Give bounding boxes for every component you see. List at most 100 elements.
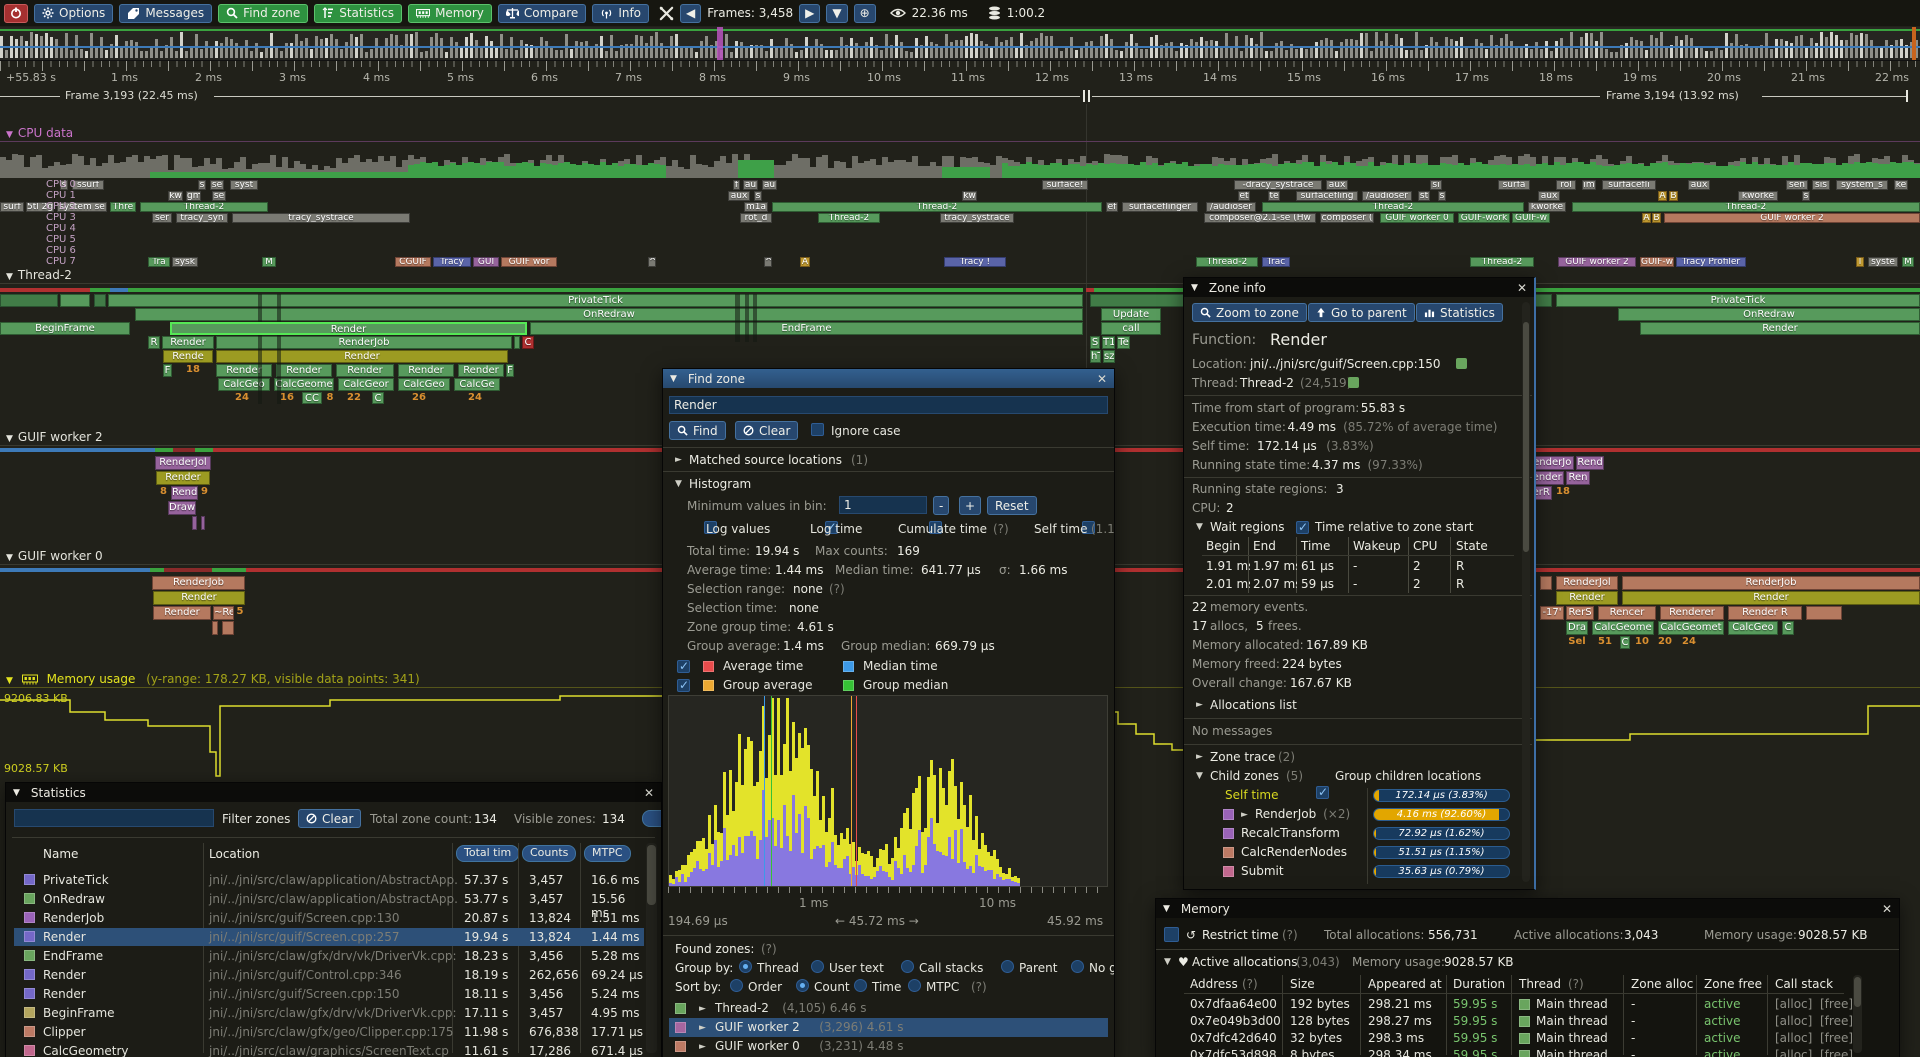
collapse-icon[interactable] [6, 676, 13, 686]
statistics-button[interactable]: Statistics [314, 3, 403, 23]
cumulate-time-checkbox[interactable] [929, 521, 943, 534]
cpu-zone-trac[interactable]: Trac [1262, 257, 1290, 267]
cpu-zone-m[interactable]: M [1902, 257, 1914, 267]
cpu-zone-kw[interactable]: kw [168, 191, 183, 201]
timeline-zone-calcgeo[interactable]: CalcGeo [1728, 621, 1778, 635]
timeline-zone[interactable] [192, 516, 197, 530]
help-icon[interactable]: (?) [971, 980, 987, 994]
col-counts[interactable]: Counts [522, 845, 577, 862]
collapse-icon[interactable] [6, 272, 13, 282]
timeline-zone-renderjob[interactable]: RenderJob [216, 336, 512, 349]
cpu-zone-tracy-systrace[interactable]: tracy_systrace [940, 213, 1014, 223]
cpu-zone-rot-d[interactable]: rot_d [740, 213, 772, 223]
cpu-zone-guif-worker-2[interactable]: GUIF worker 2 [1558, 257, 1636, 267]
timeline-zone-dra[interactable]: Dra [1566, 621, 1588, 635]
timeline-zone-calcge[interactable]: CalcGe [454, 378, 500, 391]
cpu-zone-composer-2-1-se-hw[interactable]: composer@2.1-se (Hw [1204, 213, 1316, 223]
cpu-zone-se[interactable]: se [212, 191, 226, 201]
timeline-zone-rend[interactable]: Rend [1576, 456, 1604, 470]
alloc-callstack-button[interactable]: [alloc] [1775, 1048, 1813, 1057]
zone-name[interactable]: Render [43, 930, 86, 944]
timeline-zone-onredraw[interactable]: OnRedraw [135, 308, 1083, 321]
cpu-zone-tra[interactable]: Tra [148, 257, 170, 267]
mem-col-size[interactable]: Size [1290, 977, 1315, 991]
zone-name[interactable]: Render [43, 968, 86, 982]
timeline-zone-18[interactable]: 18 [186, 364, 200, 375]
cpu-zone-thre[interactable]: Thre [110, 202, 136, 212]
bin-minus-button[interactable]: - [933, 496, 950, 515]
cpu-zone-ser[interactable]: ser [152, 213, 172, 223]
timeline-zone-f[interactable]: F [163, 364, 172, 377]
close-icon[interactable] [1097, 372, 1107, 386]
cpu-zone-ke[interactable]: ke [1894, 180, 1908, 190]
timeline-zone-t1[interactable]: T1 [1102, 336, 1115, 349]
cpu-zone-st[interactable]: st [1418, 191, 1430, 201]
free-callstack-button[interactable]: [free] [1820, 1014, 1854, 1028]
tools-icon[interactable] [659, 6, 674, 21]
cpu-zone-m1a[interactable]: m1a [744, 202, 768, 212]
frame-minimap[interactable] [0, 27, 1920, 61]
timeline-zone-calcgeome[interactable]: CalcGeome [274, 378, 334, 391]
timeline-zone-8[interactable]: 8 [160, 486, 167, 497]
zoom-to-zone-button[interactable]: Zoom to zone [1192, 303, 1307, 322]
radio-no-groupi[interactable] [1071, 960, 1084, 973]
cpu-zone-ef[interactable]: ef [1106, 202, 1118, 212]
cpu-zone-kworke[interactable]: kworke [1528, 202, 1566, 212]
collapse-icon[interactable] [6, 434, 13, 444]
cpu-zone-rol[interactable]: rol [1556, 180, 1576, 190]
zone-trace-label[interactable]: Zone trace [1210, 750, 1276, 764]
mem-col-address[interactable]: Address [1190, 977, 1238, 991]
cpu-zone-guif-w[interactable]: GUIF-w [1512, 213, 1550, 223]
timeline-zone[interactable] [222, 621, 234, 635]
collapse-icon[interactable] [675, 479, 682, 489]
cpu-zone-thread-2[interactable]: Thread-2 [1262, 202, 1524, 212]
cpu-zone-a[interactable]: A [1658, 191, 1667, 201]
timeline-zone-render[interactable]: Render [458, 364, 504, 377]
cpu-zone-surfacefling[interactable]: surfacefling [1296, 191, 1358, 201]
timeline-zone-18[interactable]: 18 [1556, 486, 1570, 497]
free-callstack-button[interactable]: [free] [1820, 1048, 1854, 1057]
timeline-zone-call[interactable]: call [1101, 322, 1161, 335]
cpu-usage-graph[interactable] [0, 146, 1920, 178]
zone-name[interactable]: Clipper [43, 1025, 86, 1039]
col-total-time[interactable]: Total tim [456, 845, 520, 862]
cpu-zone-kworke[interactable]: kworke [1738, 191, 1778, 201]
radio-user-text[interactable] [811, 960, 824, 973]
cpu-zone-tracy[interactable]: Tracy [433, 257, 471, 267]
cpu-zone-a[interactable]: A [800, 257, 810, 267]
cpu-zone-f[interactable]: f [733, 180, 740, 190]
timeline-zone-te[interactable]: Te [1117, 336, 1130, 349]
zone-name[interactable]: BeginFrame [43, 1006, 115, 1020]
go-to-parent-button[interactable]: Go to parent [1308, 303, 1415, 322]
memory-usage-header[interactable]: Memory usage (y-range: 178.27 KB, visibl… [6, 672, 420, 686]
timeline-zone-beginframe[interactable]: BeginFrame [0, 322, 130, 335]
frames-row[interactable]: Frame 3,193 (22.45 ms) Frame 3,194 (13.9… [0, 89, 1920, 104]
timeline-zone[interactable] [128, 288, 1083, 292]
axis-span[interactable]: ← 45.72 ms → [835, 914, 919, 928]
alloc-address[interactable]: 0x7dfaa64e00 [1190, 997, 1277, 1011]
timeline-zone[interactable] [164, 568, 212, 572]
cpu-zone-sis[interactable]: sis [1812, 180, 1830, 190]
timeline-zone-rend[interactable]: Rend [171, 486, 198, 500]
allocations-list[interactable]: Allocations list [1210, 698, 1297, 712]
cpu-zone-5tl-2g[interactable]: 5tl 2g [26, 202, 54, 212]
allocation-row[interactable]: 0x7dfc42d640 32 bytes 298.3 ms 59.95 s Main … [1156, 1031, 1856, 1048]
timeline-zone[interactable] [195, 448, 213, 452]
mem-col-thread[interactable]: Thread [1519, 977, 1561, 991]
memory-titlebar[interactable]: Memory [1156, 899, 1899, 918]
timeline-zone-rende[interactable]: Rende [163, 350, 213, 363]
timeline-zone-rers[interactable]: RerS [1566, 606, 1594, 620]
bin-plus-button[interactable]: + [959, 496, 982, 515]
timeline-zone-r[interactable]: R [148, 336, 160, 349]
timeline-zone-calcgeomet[interactable]: CalcGeomet [1658, 621, 1724, 635]
restrict-time-checkbox[interactable] [1164, 927, 1179, 942]
messages-button[interactable]: Messages [119, 3, 213, 23]
expand-icon[interactable] [1196, 700, 1203, 710]
legend-checkbox[interactable] [677, 678, 690, 692]
timeline-zone-10[interactable]: 10 [1635, 636, 1649, 647]
timeline-zone[interactable] [60, 294, 90, 307]
cpu-zone--[interactable]: ^ [648, 257, 656, 267]
find-zone-titlebar[interactable]: Find zone [663, 369, 1114, 388]
legend-checkbox[interactable] [677, 659, 690, 673]
timeline-zone-c[interactable]: C [1782, 621, 1794, 635]
